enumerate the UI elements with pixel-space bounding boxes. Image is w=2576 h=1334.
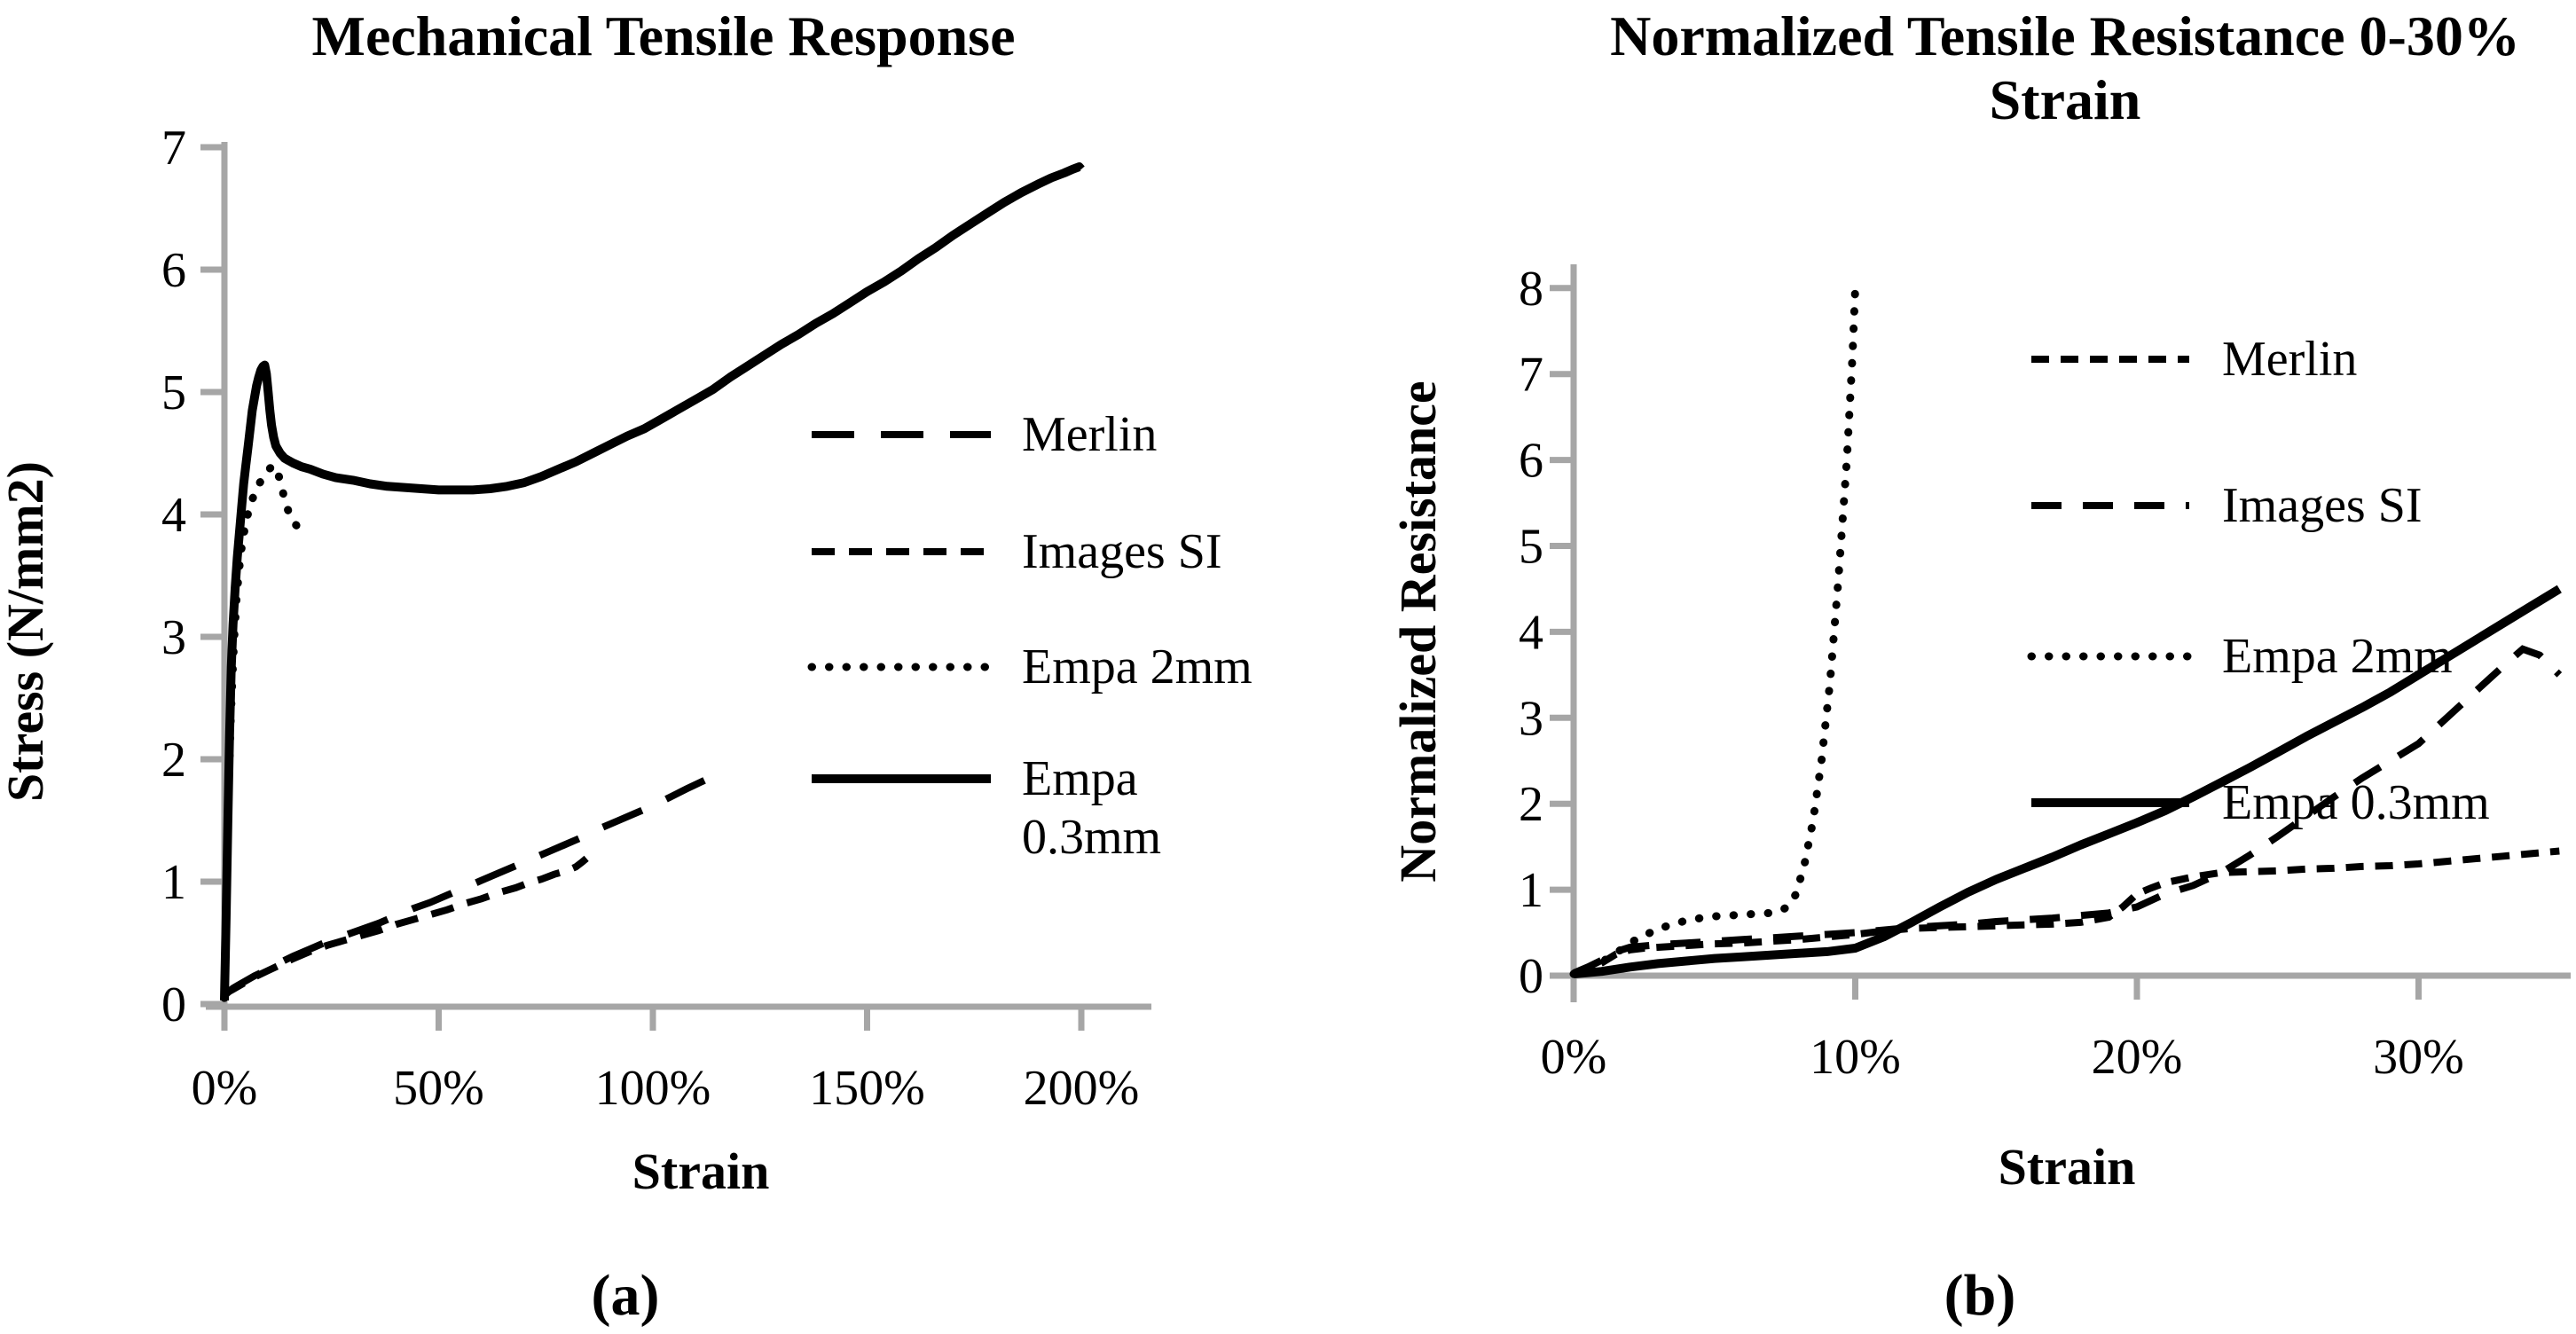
- series-line-empa-0-3mm: [220, 162, 1085, 1001]
- y-tick-label: 3: [161, 610, 186, 665]
- x-tick-label: 150%: [809, 1061, 925, 1116]
- axes-b: [1550, 264, 2571, 1002]
- panel-caption: (a): [592, 1263, 660, 1328]
- panel-a: 0 1 2 3 4 5 6 7 0% 50% 100% 150% 200% Merlin Images SI…: [0, 4, 1253, 1328]
- x-tick-label: 0%: [1541, 1030, 1607, 1085]
- y-tick-label: 7: [161, 121, 186, 176]
- y-tick-label: 2: [1519, 777, 1543, 832]
- panel-b: 0 1 2 3 4 5 6 7 8 0% 10% 20% 30% Merlin Images SI Empa …: [1389, 4, 2571, 1328]
- tick-labels-a: 0 1 2 3 4 5 6 7 0% 50% 100% 150% 200%: [161, 121, 1139, 1116]
- x-tick-label: 0%: [192, 1061, 258, 1116]
- series-line-empa-2mm: [1569, 284, 1859, 978]
- y-tick-label: 5: [161, 365, 186, 420]
- x-axis-title: Strain: [1999, 1138, 2136, 1196]
- y-axis-title: Normalized Resistance: [1389, 381, 1447, 882]
- x-axis-title: Strain: [632, 1142, 770, 1200]
- y-tick-label: 3: [1519, 691, 1543, 746]
- series-line-images-si: [1572, 645, 2563, 977]
- y-tick-label: 4: [161, 488, 186, 543]
- y-axis-title: Stress (N/mm2): [0, 461, 54, 802]
- y-tick-label: 8: [1519, 262, 1543, 317]
- panel-title: Mechanical Tensile Response: [312, 4, 1016, 67]
- panel-caption: (b): [1944, 1263, 2016, 1328]
- series-group-b: [1569, 284, 2563, 979]
- y-tick-label: 4: [1519, 605, 1543, 660]
- y-tick-label: 2: [161, 733, 186, 788]
- y-tick-label: 7: [1519, 348, 1543, 403]
- y-tick-label: 1: [161, 855, 186, 910]
- y-tick-label: 0: [1519, 949, 1543, 1004]
- series-line-images-si: [222, 855, 589, 999]
- series-line-empa-0-3mm: [1573, 585, 2562, 979]
- series-line-merlin: [222, 770, 723, 999]
- legend-label: Images SI: [2222, 478, 2423, 533]
- x-tick-label: 10%: [1810, 1030, 1901, 1085]
- x-tick-label: 20%: [2092, 1030, 2183, 1085]
- x-tick-label: 30%: [2373, 1030, 2464, 1085]
- legend-b: Merlin Images SI Empa 2mm Empa 0.3mm: [2027, 332, 2490, 830]
- legend-label: Merlin: [1022, 407, 1157, 462]
- series-group-a: [220, 162, 1085, 1002]
- panel-title: Strain: [1990, 68, 2141, 131]
- legend-label: Empa 2mm: [2222, 629, 2453, 684]
- y-tick-label: 6: [161, 243, 186, 298]
- y-tick-label: 1: [1519, 863, 1543, 918]
- x-tick-label: 50%: [393, 1061, 484, 1116]
- legend-label: Empa 2mm: [1022, 640, 1253, 694]
- y-tick-label: 6: [1519, 434, 1543, 489]
- legend-label: Images SI: [1022, 524, 1222, 579]
- x-tick-label: 200%: [1024, 1061, 1140, 1116]
- x-tick-label: 100%: [595, 1061, 711, 1116]
- legend-label: Merlin: [2222, 332, 2357, 387]
- legend-label: 0.3mm: [1022, 810, 1161, 865]
- y-tick-label: 0: [161, 977, 186, 1032]
- y-tick-label: 5: [1519, 520, 1543, 575]
- axes-a: [200, 142, 1151, 1031]
- tick-labels-b: 0 1 2 3 4 5 6 7 8 0% 10% 20% 30%: [1519, 262, 2464, 1085]
- series-line-merlin: [1572, 847, 2560, 977]
- panel-title: Normalized Tensile Resistance 0-30%: [1610, 4, 2520, 67]
- legend-label: Empa 0.3mm: [2222, 775, 2490, 830]
- legend-label: Empa: [1022, 751, 1138, 806]
